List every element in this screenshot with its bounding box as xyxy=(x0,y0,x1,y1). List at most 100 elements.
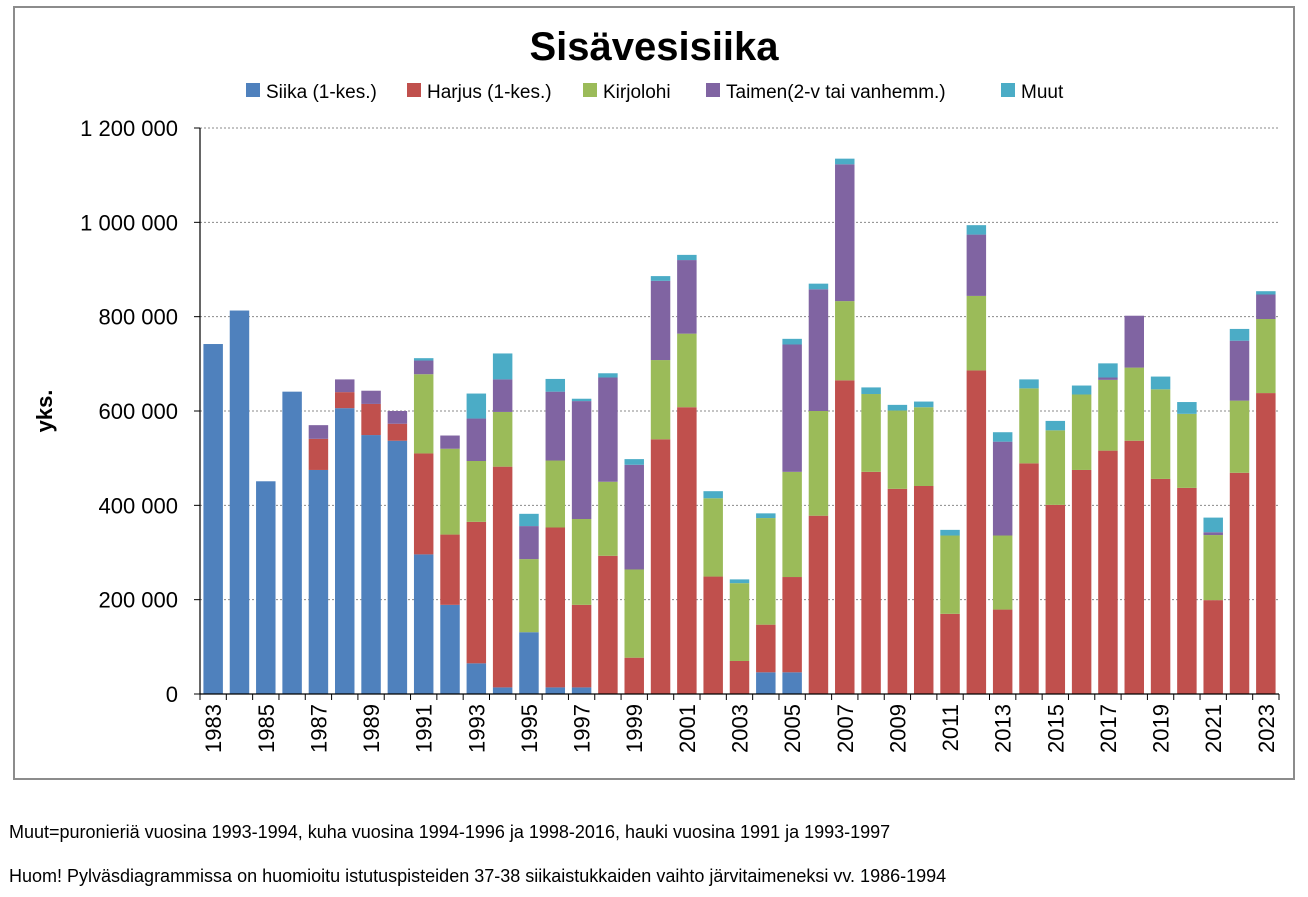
bar-segment xyxy=(677,333,697,408)
bar-segment xyxy=(782,338,802,345)
bar-segment xyxy=(1203,532,1223,536)
bar-segment xyxy=(282,391,302,694)
bar-segment xyxy=(571,687,592,694)
chart-title: Sisävesisiika xyxy=(529,25,779,69)
y-tick-label: 1 200 000 xyxy=(80,116,178,141)
y-tick-label: 400 000 xyxy=(98,493,178,518)
bar-segment xyxy=(1098,377,1118,380)
chart-svg: Sisävesisiika yks. Siika (1-kes.) Harjus … xyxy=(32,25,1280,753)
bar-segment xyxy=(992,535,1013,610)
bar-segment xyxy=(466,663,487,694)
bar-segment xyxy=(624,569,644,658)
bar-segment xyxy=(887,488,908,694)
x-tick-label: 2003 xyxy=(728,704,753,753)
bar-segment xyxy=(492,379,513,412)
x-tick-label: 2005 xyxy=(780,704,805,753)
bar-segment xyxy=(966,370,987,694)
x-tick-label: 1995 xyxy=(517,704,542,753)
bar-segment xyxy=(1098,363,1118,378)
bar-segment xyxy=(703,576,723,694)
bar-segment xyxy=(1071,385,1092,395)
bar-segment xyxy=(782,471,802,578)
y-axis-ticks: 0 200 000 400 000 600 000 800 000 1 000 000 1 … xyxy=(80,116,200,707)
bar-segment xyxy=(335,379,355,393)
bar-segment xyxy=(861,394,881,472)
bar-segment xyxy=(256,481,276,694)
bar-segment xyxy=(940,529,960,536)
bar-segment xyxy=(1203,535,1223,601)
bar-segment xyxy=(1229,400,1250,473)
bar-segment xyxy=(545,687,566,694)
bar-segment xyxy=(940,535,960,614)
bar-segment xyxy=(1177,402,1197,414)
x-tick-label: 2001 xyxy=(675,704,700,753)
bar-segment xyxy=(677,254,697,261)
bar-segment xyxy=(387,423,408,441)
bar-segment xyxy=(361,435,381,694)
bar-segment xyxy=(571,401,592,520)
x-tick-label: 2021 xyxy=(1201,704,1226,753)
bar-segment xyxy=(1229,472,1250,694)
x-tick-label: 1983 xyxy=(201,704,226,753)
x-tick-label: 1989 xyxy=(359,704,384,753)
x-tick-label: 2015 xyxy=(1043,704,1068,753)
bar-segment xyxy=(308,438,329,470)
bar-segment xyxy=(440,604,460,694)
bar-segment xyxy=(966,234,987,296)
bar-segment xyxy=(571,604,592,688)
bar-segment xyxy=(1045,430,1066,505)
y-tick-label: 800 000 xyxy=(98,305,178,330)
x-tick-label: 1985 xyxy=(254,704,279,753)
bar-segment xyxy=(413,554,434,694)
x-tick-label: 1987 xyxy=(306,704,331,753)
bar-segment xyxy=(756,624,776,673)
bar-segment xyxy=(1098,450,1118,694)
bar-segment xyxy=(545,378,566,392)
bar-segment xyxy=(1256,319,1276,394)
bar-segment xyxy=(598,555,618,694)
bar-segment xyxy=(756,672,776,694)
bar-segment xyxy=(1177,413,1197,488)
bar-segment xyxy=(413,358,434,361)
y-tick-label: 1 000 000 xyxy=(80,210,178,235)
bar-segment xyxy=(492,411,513,467)
bar-segment xyxy=(677,260,697,334)
bar-segment xyxy=(519,559,539,633)
bar-segment xyxy=(1019,463,1039,694)
bar-segment xyxy=(992,441,1013,536)
bar-segment xyxy=(966,225,987,235)
bar-segment xyxy=(1045,504,1066,694)
bar-segment xyxy=(861,471,881,694)
bar-segment xyxy=(229,310,250,694)
bar-segment xyxy=(1229,340,1250,401)
bar-segment xyxy=(1124,367,1144,441)
bar-segment xyxy=(1124,440,1144,694)
bar-segment xyxy=(913,485,934,694)
legend-label: Taimen(2-v tai vanhemm.) xyxy=(726,82,946,103)
legend-label: Siika (1-kes.) xyxy=(266,82,377,103)
bar-segment xyxy=(887,404,908,411)
x-tick-label: 2019 xyxy=(1149,704,1174,753)
bar-segment xyxy=(650,280,671,361)
bar-segment xyxy=(624,459,644,465)
bar-segment xyxy=(413,360,434,375)
bar-segment xyxy=(861,387,881,395)
footnote-note: Huom! Pylväsdiagrammissa on huomioitu is… xyxy=(9,866,947,886)
bar-segment xyxy=(1019,388,1039,464)
bar-segment xyxy=(835,164,855,302)
bar-segment xyxy=(677,407,697,694)
bar-segment xyxy=(1071,469,1092,694)
x-tick-label: 1991 xyxy=(412,704,437,753)
bar-segment xyxy=(598,481,618,556)
bar-segment xyxy=(1071,394,1092,470)
bar-segment xyxy=(1150,389,1171,479)
bar-segment xyxy=(835,380,855,694)
footnote-other-species: Muut=puronieriä vuosina 1993-1994, kuha … xyxy=(9,822,891,842)
bar-segment xyxy=(624,657,644,694)
bar-segment xyxy=(466,521,487,664)
bar-segment xyxy=(466,460,487,522)
bar-segment xyxy=(782,344,802,472)
bar-segment xyxy=(703,498,723,577)
bar-segment xyxy=(598,373,618,378)
y-axis-label: yks. xyxy=(32,390,57,433)
